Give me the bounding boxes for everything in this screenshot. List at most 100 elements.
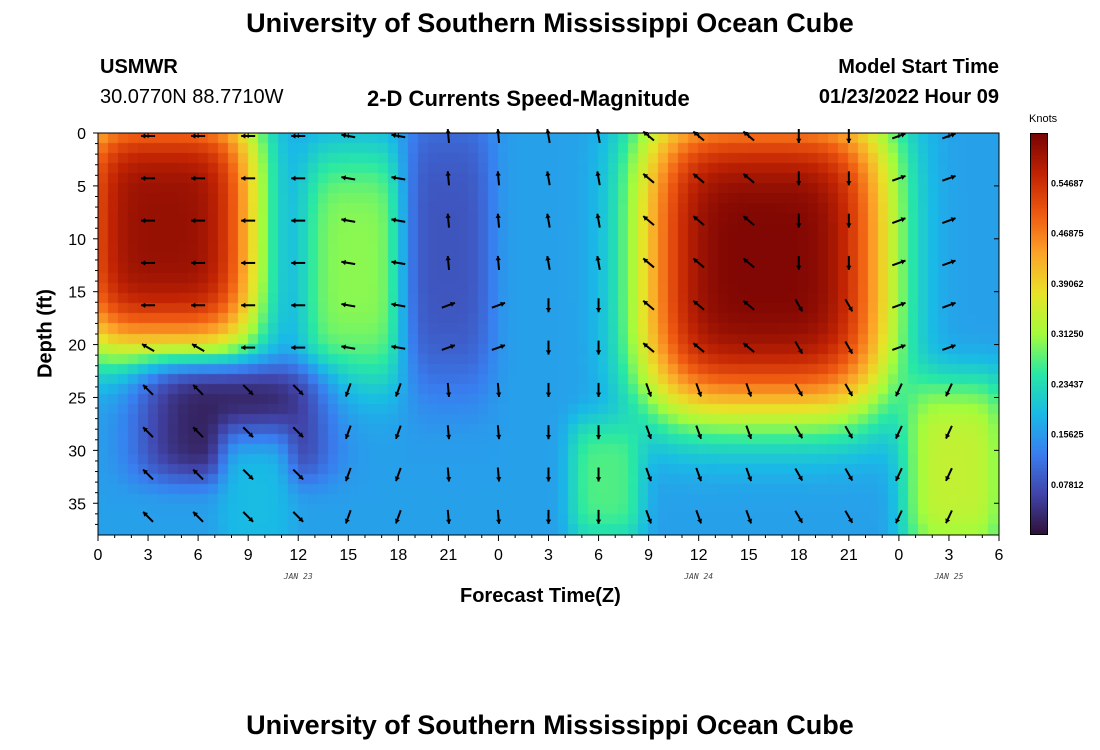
x-tick-label: 18 [790, 547, 808, 564]
current-arrow-head [900, 344, 906, 350]
current-arrow-head [143, 511, 148, 517]
y-tick-label: 30 [68, 443, 86, 460]
current-arrow-head [895, 391, 901, 397]
y-tick-label: 20 [68, 338, 86, 355]
current-arrow-head [344, 433, 350, 439]
current-arrow-head [344, 518, 350, 524]
current-arrow-head [647, 391, 653, 397]
current-arrow-head [341, 302, 347, 308]
current-arrow-head [495, 213, 501, 219]
current-arrow-head [647, 433, 653, 439]
current-arrow-head [846, 223, 852, 228]
current-arrow-head [248, 432, 254, 438]
current-arrow-head [291, 260, 296, 266]
x-tick-label: 21 [439, 547, 457, 564]
current-arrow-head [344, 476, 350, 482]
current-arrow-head [643, 216, 649, 221]
current-arrow-head [900, 174, 906, 180]
current-arrow-head [797, 348, 803, 354]
current-arrow-head [193, 427, 199, 433]
current-arrow-head [495, 129, 501, 134]
current-arrow-head [241, 175, 246, 181]
current-arrow-head [450, 344, 455, 350]
current-arrow-head [697, 433, 703, 439]
current-arrow-head [241, 217, 246, 224]
current-arrow-head [391, 344, 397, 350]
current-arrow-head [545, 213, 551, 219]
current-arrow-head [796, 181, 802, 186]
current-arrow-head [495, 255, 501, 261]
current-arrow-head [394, 433, 400, 439]
current-arrow-head [595, 256, 601, 261]
current-arrow-head [341, 175, 347, 181]
current-arrow-head [191, 302, 196, 308]
current-arrow-head [291, 344, 296, 351]
current-arrow-head [241, 260, 246, 266]
current-arrow-head [341, 259, 347, 266]
current-arrow-head [193, 511, 199, 517]
current-arrow-head [545, 477, 552, 482]
current-arrow-head [344, 391, 350, 397]
x-tick-label: 12 [690, 547, 708, 564]
current-arrow-head [895, 475, 901, 481]
x-tick-label: 0 [94, 547, 103, 564]
colorbar-unit-label: Knots [1029, 113, 1058, 125]
current-arrow-head [950, 301, 956, 307]
y-tick-label: 5 [77, 179, 86, 196]
current-arrow-head [743, 216, 749, 221]
y-axis-label: Depth (ft) [34, 289, 57, 378]
current-arrow-head [141, 217, 146, 224]
current-arrow-head [743, 258, 749, 264]
current-arrow-head [394, 476, 400, 482]
current-arrow-head [797, 433, 803, 439]
current-arrow-head [595, 434, 602, 440]
current-arrow-head [496, 519, 502, 524]
current-arrow-head [545, 350, 552, 355]
current-arrow-head [545, 434, 552, 440]
current-arrow-head [846, 138, 852, 143]
current-arrow-head [797, 306, 803, 312]
current-arrow-head [143, 469, 148, 475]
current-arrow-head [394, 391, 400, 397]
current-arrow-head [291, 302, 296, 308]
current-arrow-head [496, 392, 502, 397]
y-tick-label: 10 [68, 232, 86, 249]
colorbar-tick-label: 0.15625 [1051, 430, 1084, 440]
current-arrow-head [496, 434, 502, 440]
current-arrow-head [191, 133, 196, 139]
x-tick-label: 9 [244, 547, 253, 564]
current-arrow-head [950, 132, 956, 138]
current-arrow-head [545, 519, 552, 524]
current-arrow-head [291, 133, 296, 139]
current-arrow-head [450, 301, 455, 307]
x-tick-label: 15 [740, 547, 758, 564]
current-arrow-head [796, 265, 802, 270]
x-date-label: JAN 23 [283, 572, 313, 581]
current-arrow-head [743, 131, 749, 137]
current-arrow-head [391, 132, 397, 139]
colorbar-tick-label: 0.54687 [1051, 178, 1084, 188]
x-tick-label: 12 [289, 547, 307, 564]
current-arrow-head [797, 475, 803, 481]
current-arrow-head [341, 344, 347, 350]
current-arrow-head [298, 432, 304, 438]
current-arrow-head [693, 131, 699, 137]
current-arrow-head [291, 175, 296, 181]
current-arrow-head [797, 517, 803, 523]
current-arrow-head [846, 181, 852, 186]
current-arrow-head [143, 384, 148, 390]
current-arrow-head [141, 302, 146, 308]
current-arrow-head [747, 391, 753, 397]
current-arrow-head [298, 516, 304, 522]
current-arrow-head [693, 343, 699, 348]
current-arrow-head [743, 173, 749, 179]
current-arrow-head [945, 518, 951, 524]
colorbar-tick-label: 0.39062 [1051, 279, 1084, 289]
current-arrow-head [500, 301, 506, 307]
current-arrow-head [950, 344, 956, 350]
station-coordinates: 30.0770N 88.7710W [100, 86, 284, 108]
current-arrow-head [496, 477, 502, 482]
current-arrow-head [945, 391, 951, 397]
colorbar-tick-label: 0.07812 [1051, 480, 1084, 490]
